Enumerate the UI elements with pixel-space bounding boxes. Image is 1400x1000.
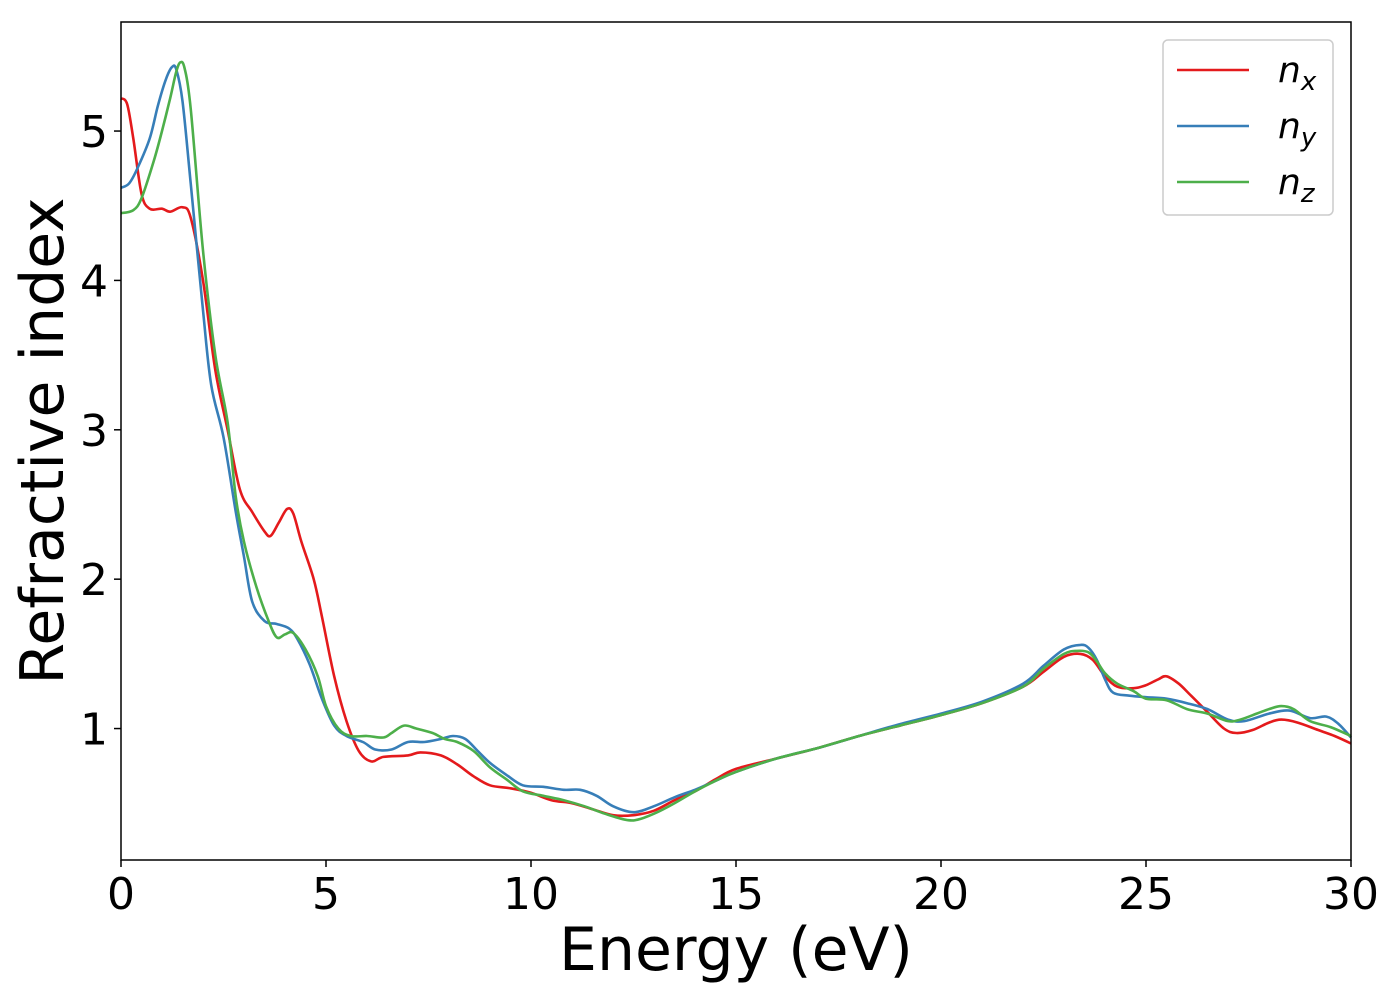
x-axis-title: Energy (eV) <box>559 915 913 985</box>
x-tick-label: 25 <box>1118 869 1174 920</box>
y-tick-label: 4 <box>80 256 108 307</box>
y-tick-label: 2 <box>80 555 108 606</box>
legend-entry-x: nx <box>1177 50 1317 97</box>
x-tick-label: 5 <box>312 869 340 920</box>
legend-entry-z: nz <box>1177 162 1316 209</box>
legend-box <box>1162 39 1334 216</box>
y-tick-label: 1 <box>80 705 108 756</box>
y-axis-ticks: 1 2 3 4 5 <box>80 107 121 756</box>
x-tick-label: 30 <box>1323 869 1379 920</box>
legend-label-z: nz <box>1278 162 1316 209</box>
y-axis-title: Refractive index <box>8 197 78 684</box>
y-tick-label: 5 <box>80 107 108 158</box>
series-line-y <box>120 64 1352 814</box>
x-tick-label: 0 <box>107 869 135 920</box>
x-axis-ticks: 0 5 10 15 20 25 30 <box>107 860 1379 920</box>
x-tick-label: 20 <box>913 869 969 920</box>
series-layer <box>120 60 1352 822</box>
x-tick-label: 15 <box>708 869 764 920</box>
legend-label-x: nx <box>1278 50 1317 97</box>
legend-entry-y: ny <box>1177 106 1317 153</box>
legend-label-y: ny <box>1278 106 1317 153</box>
y-tick-label: 3 <box>80 406 108 457</box>
series-line-z <box>120 60 1352 822</box>
legend: nx ny nz <box>1162 39 1334 216</box>
x-tick-label: 10 <box>503 869 559 920</box>
